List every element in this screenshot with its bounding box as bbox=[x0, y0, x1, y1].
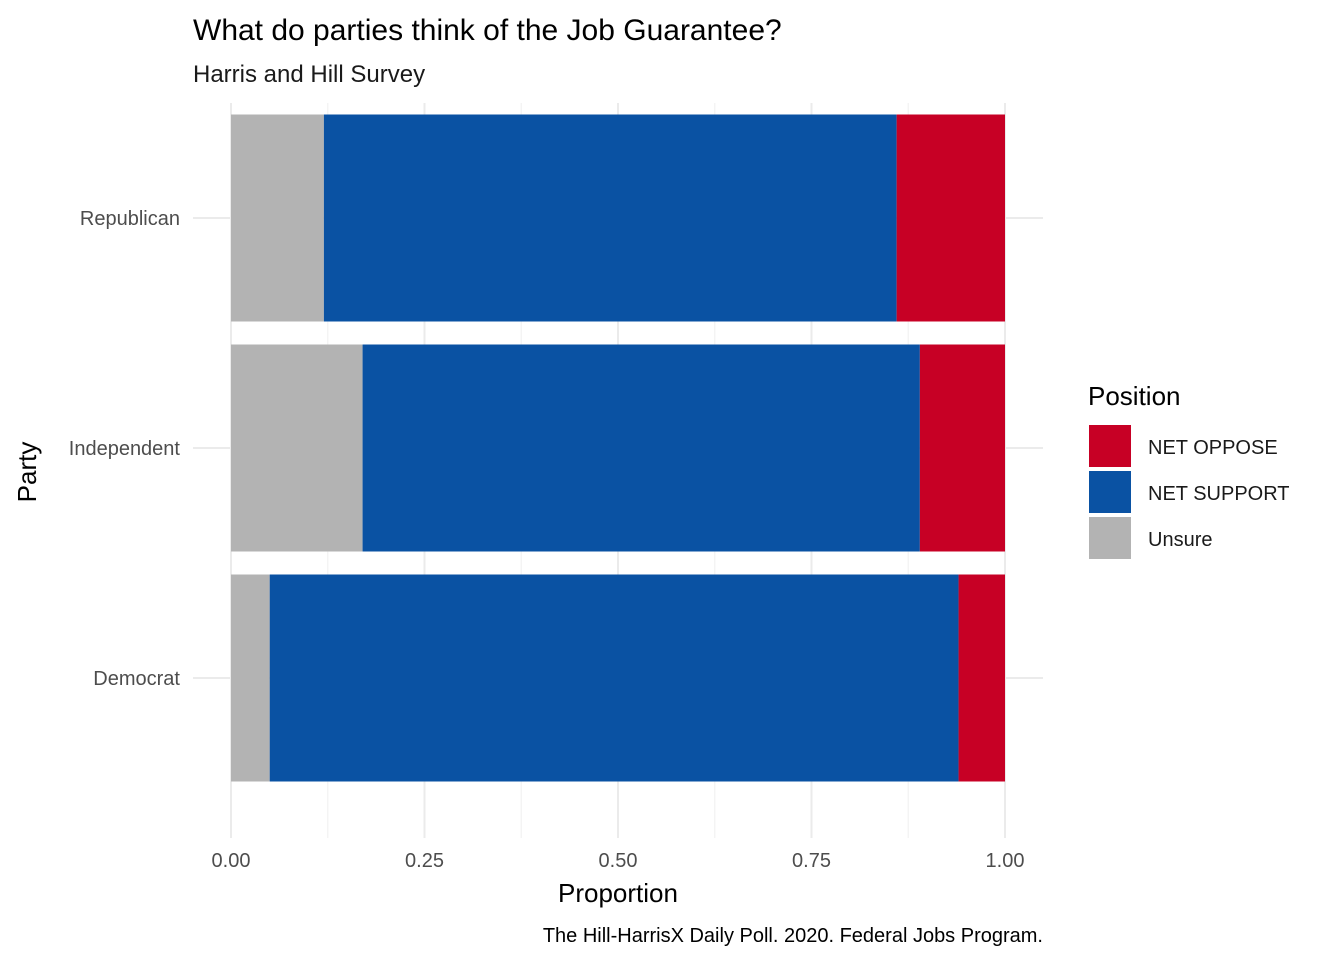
legend-key bbox=[1089, 471, 1131, 513]
y-axis-title: Party bbox=[12, 442, 42, 503]
legend-label: NET OPPOSE bbox=[1148, 437, 1278, 459]
legend: Position NET OPPOSE NET SUPPORT Unsure bbox=[1088, 381, 1290, 559]
bar-independent-net-support bbox=[362, 344, 920, 552]
y-axis-ticks: Republican Independent Democrat bbox=[69, 208, 181, 690]
legend-key bbox=[1089, 425, 1131, 467]
bar-republican-net-oppose bbox=[896, 114, 1005, 322]
x-tick-label: 0.50 bbox=[599, 850, 638, 872]
bar-republican-unsure bbox=[231, 114, 324, 322]
bar-democrat-unsure bbox=[231, 574, 270, 782]
x-tick-label: 0.75 bbox=[792, 850, 831, 872]
y-tick-label: Democrat bbox=[93, 668, 180, 690]
chart-title: What do parties think of the Job Guarant… bbox=[193, 14, 782, 47]
bar-republican-net-support bbox=[323, 114, 897, 322]
legend-title: Position bbox=[1088, 381, 1181, 411]
y-tick-label: Independent bbox=[69, 438, 181, 460]
x-axis-title: Proportion bbox=[558, 878, 678, 908]
x-tick-label: 0.25 bbox=[405, 850, 444, 872]
x-tick-label: 0.00 bbox=[212, 850, 251, 872]
x-axis-ticks: 0.00 0.25 0.50 0.75 1.00 bbox=[212, 850, 1025, 872]
legend-key bbox=[1089, 517, 1131, 559]
bar-democrat-net-oppose bbox=[958, 574, 1005, 782]
x-tick-label: 1.00 bbox=[986, 850, 1025, 872]
bar-independent-unsure bbox=[231, 344, 363, 552]
legend-label: Unsure bbox=[1148, 529, 1212, 551]
y-tick-label: Republican bbox=[80, 208, 180, 230]
bar-democrat-net-support bbox=[269, 574, 959, 782]
chart-subtitle: Harris and Hill Survey bbox=[193, 61, 425, 88]
chart-caption: The Hill-HarrisX Daily Poll. 2020. Feder… bbox=[543, 925, 1043, 947]
bar-independent-net-oppose bbox=[919, 344, 1005, 552]
legend-label: NET SUPPORT bbox=[1148, 483, 1290, 505]
bars bbox=[231, 114, 1005, 782]
